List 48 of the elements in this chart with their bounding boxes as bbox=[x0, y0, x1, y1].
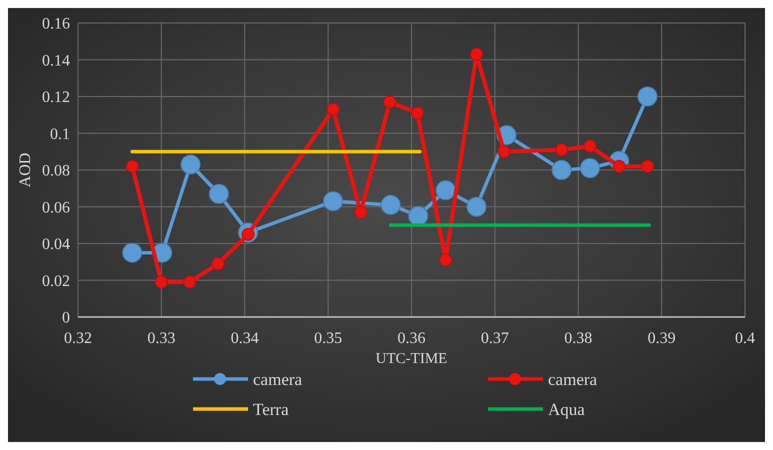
x-tick-label: 0.32 bbox=[64, 330, 92, 347]
point bbox=[470, 48, 484, 61]
x-tick-label: 0.37 bbox=[480, 330, 509, 347]
x-tick-label: 0.34 bbox=[230, 330, 259, 347]
y-tick-label: 0.04 bbox=[42, 236, 70, 254]
point bbox=[383, 96, 396, 109]
point bbox=[126, 160, 139, 173]
y-tick-label: 0.16 bbox=[42, 16, 70, 33]
point bbox=[498, 145, 511, 158]
point bbox=[583, 140, 596, 153]
y-tick-label: 0.02 bbox=[42, 272, 70, 290]
x-axis-title: UTC-TIME bbox=[376, 351, 448, 367]
y-tick-label: 0.1 bbox=[50, 126, 70, 143]
point bbox=[436, 180, 456, 200]
y-tick-label: 0 bbox=[62, 310, 70, 327]
point bbox=[323, 191, 344, 212]
legend-label: Aqua bbox=[548, 400, 586, 419]
point bbox=[122, 242, 142, 263]
legend-label: camera bbox=[253, 370, 303, 389]
y-tick-label: 0.14 bbox=[42, 52, 70, 70]
point bbox=[552, 160, 572, 180]
point bbox=[580, 158, 600, 178]
point bbox=[183, 276, 196, 289]
point bbox=[354, 206, 368, 219]
x-tick-label: 0.36 bbox=[398, 330, 426, 347]
point bbox=[208, 184, 229, 204]
legend-label: Terra bbox=[253, 400, 290, 419]
point bbox=[439, 254, 452, 267]
point bbox=[180, 154, 201, 174]
point bbox=[326, 102, 340, 116]
y-tick-label: 0.06 bbox=[42, 199, 70, 216]
point bbox=[637, 86, 658, 106]
y-axis-title: AOD bbox=[17, 152, 34, 188]
point bbox=[555, 143, 568, 156]
y-tick-label: 0.12 bbox=[42, 89, 70, 106]
x-tick-label: 0.35 bbox=[314, 330, 342, 347]
point bbox=[154, 276, 168, 289]
point bbox=[410, 106, 424, 120]
point bbox=[380, 194, 401, 215]
point bbox=[466, 196, 487, 217]
x-tick-label: 0.38 bbox=[564, 330, 592, 347]
y-tick-label: 0.08 bbox=[42, 162, 70, 180]
x-tick-label: 0.39 bbox=[648, 330, 676, 347]
point bbox=[640, 160, 654, 173]
legend-label: camera bbox=[548, 370, 598, 389]
point bbox=[212, 257, 225, 270]
x-tick-label: 0.4 bbox=[735, 330, 755, 347]
x-tick-label: 0.33 bbox=[147, 330, 176, 347]
